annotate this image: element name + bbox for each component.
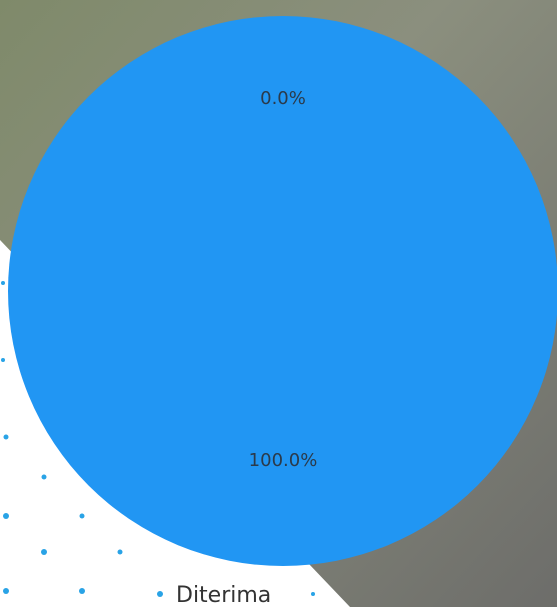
decorative-dot (79, 588, 85, 594)
decorative-dot (3, 513, 9, 519)
legend-swatch (157, 591, 163, 597)
decorative-dot-pattern (1, 281, 315, 596)
decorative-dot (1, 358, 5, 362)
decorative-dot (3, 434, 9, 440)
decorative-dot (311, 592, 315, 596)
legend-label: Diterima (176, 583, 271, 607)
decorative-dot (79, 513, 85, 519)
pie-slice-label: 0.0% (260, 88, 306, 109)
decorative-dot (1, 281, 5, 285)
legend: Diterima (157, 583, 271, 607)
pie-slice (8, 16, 557, 566)
pie-slice-labels: 100.0% 0.0% (249, 88, 318, 471)
decorative-dot (41, 474, 47, 480)
decorative-dot (3, 588, 9, 594)
decorative-dot (117, 549, 123, 555)
pie-slice-label: 100.0% (249, 450, 318, 471)
decorative-dot (41, 549, 47, 555)
pie-slices (8, 16, 557, 566)
